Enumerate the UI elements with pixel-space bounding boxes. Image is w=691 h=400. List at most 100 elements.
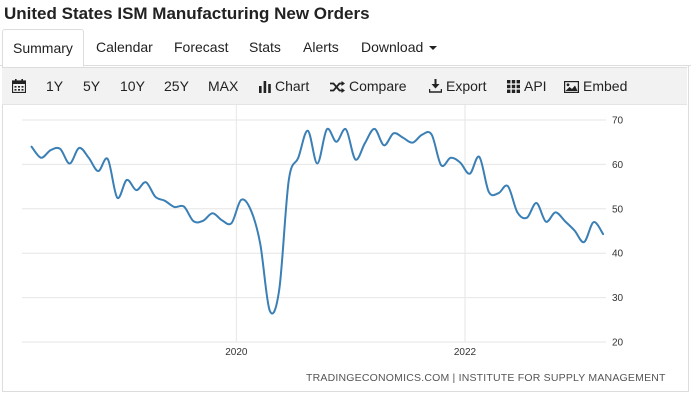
api-button[interactable]: API [507,68,547,104]
data-point [469,173,471,175]
line-chart: 20 30 40 50 60 70 2020 2022 [22,105,624,359]
data-point [354,159,356,161]
source-attribution: TRADINGECONOMICS.COM | INSTITUTE FOR SUP… [306,372,666,384]
y-tick-label: 40 [612,249,624,260]
data-point [516,211,518,213]
data-point [545,221,547,223]
data-point [574,230,576,232]
data-point [593,221,595,223]
embed-button[interactable]: Embed [564,68,627,104]
data-point [126,179,128,181]
tab-download[interactable]: Download [351,29,447,66]
data-point [135,189,137,191]
data-point [564,220,566,222]
data-point [297,157,299,159]
tab-forecast[interactable]: Forecast [164,29,238,66]
data-point [107,158,109,160]
chart-type-button[interactable]: Chart [259,68,309,104]
data-point [221,219,223,221]
series-line [30,127,605,315]
data-point [373,128,375,130]
range-10y-button[interactable]: 10Y [120,78,145,94]
data-point [97,170,99,172]
data-point [250,209,252,211]
data-point [154,196,156,198]
data-point [364,142,366,144]
data-point [412,142,414,144]
range-25y-button[interactable]: 25Y [164,78,189,94]
data-point [50,149,52,151]
compare-button[interactable]: Compare [330,68,407,104]
data-point [145,181,147,183]
chart-series [30,127,605,315]
data-point [288,179,290,181]
grid-icon [507,80,520,93]
chart-panel [2,66,689,392]
image-icon [564,81,580,94]
data-point [307,130,309,132]
y-tick-label: 70 [612,116,624,127]
tab-summary[interactable]: Summary [2,29,84,67]
data-point [402,137,404,139]
calendar-button[interactable] [11,68,30,104]
data-point [421,134,423,136]
y-tick-label: 60 [612,160,624,171]
data-point [192,220,194,222]
data-point [40,157,42,159]
data-point [278,289,280,291]
data-point [116,197,118,199]
data-point [316,163,318,165]
data-point [450,157,452,159]
download-icon [428,79,443,93]
bar-chart-icon [259,81,271,93]
data-point [383,144,385,146]
data-point [88,157,90,159]
data-point [231,222,233,224]
data-point [440,164,442,166]
data-point [173,206,175,208]
data-point [31,146,33,148]
export-label: Export [446,78,487,94]
chart-axes: 20 30 40 50 60 70 2020 2022 [225,116,623,359]
tab-summary-label: Summary [13,40,73,56]
data-point [602,233,604,235]
data-point [164,200,166,202]
range-max-button[interactable]: MAX [208,78,239,94]
tab-stats-label: Stats [249,39,281,55]
tab-forecast-label: Forecast [174,39,229,55]
data-point [259,242,261,244]
y-tick-label: 20 [612,338,624,349]
y-tick-label: 50 [612,204,624,215]
data-point [202,220,204,222]
api-label: API [524,78,547,94]
tab-calendar[interactable]: Calendar [86,29,163,66]
data-point [497,192,499,194]
tab-bar: Summary Calendar Forecast Stats Alerts D… [0,29,691,67]
data-point [345,128,347,130]
data-point [488,191,490,193]
data-point [526,217,528,219]
data-point [335,141,337,143]
tab-alerts[interactable]: Alerts [293,29,349,66]
tab-alerts-label: Alerts [303,39,339,55]
x-tick-label: 2020 [225,347,248,358]
data-point [507,185,509,187]
chart-type-label: Chart [275,78,310,94]
tab-download-label: Download [361,39,424,55]
compare-label: Compare [349,78,407,94]
chart-toolbar: 1Y 5Y 10Y 25Y MAX Chart Compare Export A… [2,67,687,105]
chart-grid [22,105,606,343]
range-1y-button[interactable]: 1Y [46,78,64,94]
data-point [535,202,537,204]
y-tick-label: 30 [612,293,624,304]
data-point [59,148,61,150]
data-point [183,206,185,208]
data-point [78,147,80,149]
tab-stats[interactable]: Stats [239,29,291,66]
range-5y-button[interactable]: 5Y [83,78,101,94]
shuffle-icon [330,81,345,93]
data-point [240,199,242,201]
data-point [478,156,480,158]
export-button[interactable]: Export [428,68,487,104]
data-point [555,211,557,213]
